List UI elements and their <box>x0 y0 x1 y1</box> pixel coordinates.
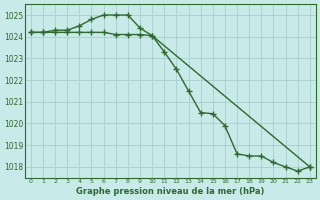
X-axis label: Graphe pression niveau de la mer (hPa): Graphe pression niveau de la mer (hPa) <box>76 187 265 196</box>
